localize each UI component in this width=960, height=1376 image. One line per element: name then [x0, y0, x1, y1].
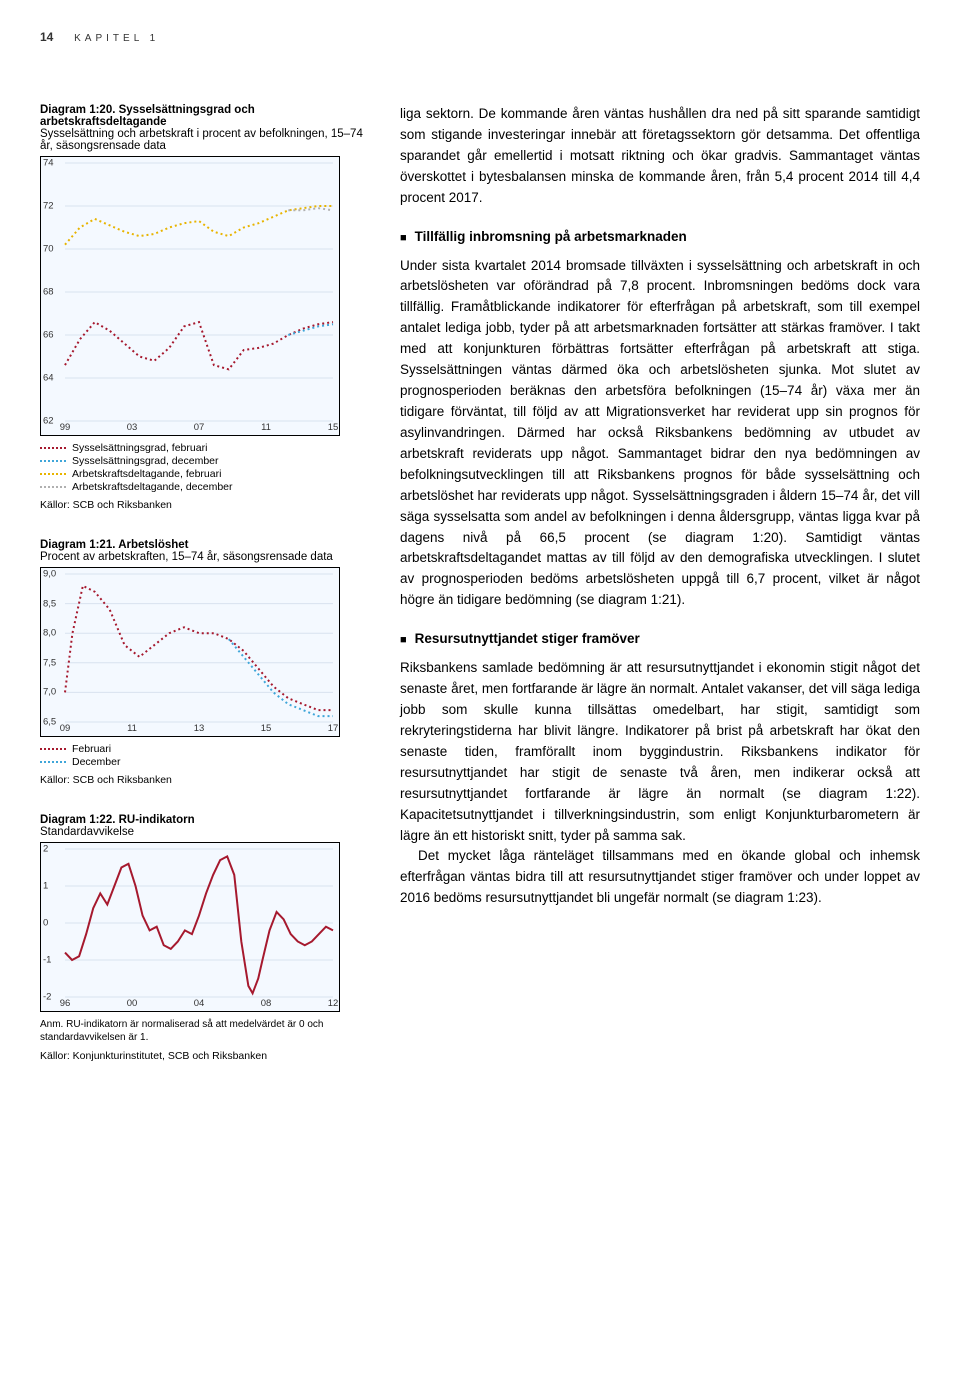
chart1-subtitle: Sysselsättning och arbetskraft i procent…: [40, 128, 370, 152]
paragraph-1: liga sektorn. De kommande åren väntas hu…: [400, 104, 920, 209]
chart3-title: Diagram 1:22. RU-indikatorn: [40, 814, 370, 826]
chapter-label: KAPITEL 1: [74, 33, 159, 44]
chart2-legend: FebruariDecember: [40, 743, 370, 768]
chart1-plot: 626466687072749903071115: [40, 156, 340, 436]
chart1-source: Källor: SCB och Riksbanken: [40, 499, 370, 511]
page-number: 14: [40, 30, 53, 44]
chart3-note: Anm. RU-indikatorn är normaliserad så at…: [40, 1018, 370, 1044]
body-text: liga sektorn. De kommande åren väntas hu…: [400, 104, 920, 1090]
paragraph-2: Under sista kvartalet 2014 bromsade till…: [400, 256, 920, 612]
paragraph-3: Riksbankens samlade bedömning är att res…: [400, 658, 920, 846]
section-heading-1: Tillfällig inbromsning på arbetsmarknade…: [400, 227, 920, 248]
diagram-1-22: Diagram 1:22. RU-indikatorn Standardavvi…: [40, 814, 370, 1062]
paragraph-4: Det mycket låga ränteläget tillsammans m…: [400, 846, 920, 909]
section-heading-2: Resursutnyttjandet stiger framöver: [400, 629, 920, 650]
diagram-1-20: Diagram 1:20. Sysselsättningsgrad och ar…: [40, 104, 370, 511]
chart2-plot: 6,57,07,58,08,59,00911131517: [40, 567, 340, 737]
chart2-subtitle: Procent av arbetskraften, 15–74 år, säso…: [40, 551, 370, 563]
chart1-title: Diagram 1:20. Sysselsättningsgrad och ar…: [40, 104, 370, 128]
chart3-subtitle: Standardavvikelse: [40, 826, 370, 838]
chart2-source: Källor: SCB och Riksbanken: [40, 774, 370, 786]
left-column: Diagram 1:20. Sysselsättningsgrad och ar…: [40, 104, 370, 1090]
chart3-plot: -2-10129600040812: [40, 842, 340, 1012]
page-header: 14 KAPITEL 1: [40, 30, 920, 44]
chart2-title: Diagram 1:21. Arbetslöshet: [40, 539, 370, 551]
diagram-1-21: Diagram 1:21. Arbetslöshet Procent av ar…: [40, 539, 370, 786]
chart1-legend: Sysselsättningsgrad, februariSysselsättn…: [40, 442, 370, 493]
chart3-source: Källor: Konjunkturinstitutet, SCB och Ri…: [40, 1050, 370, 1062]
